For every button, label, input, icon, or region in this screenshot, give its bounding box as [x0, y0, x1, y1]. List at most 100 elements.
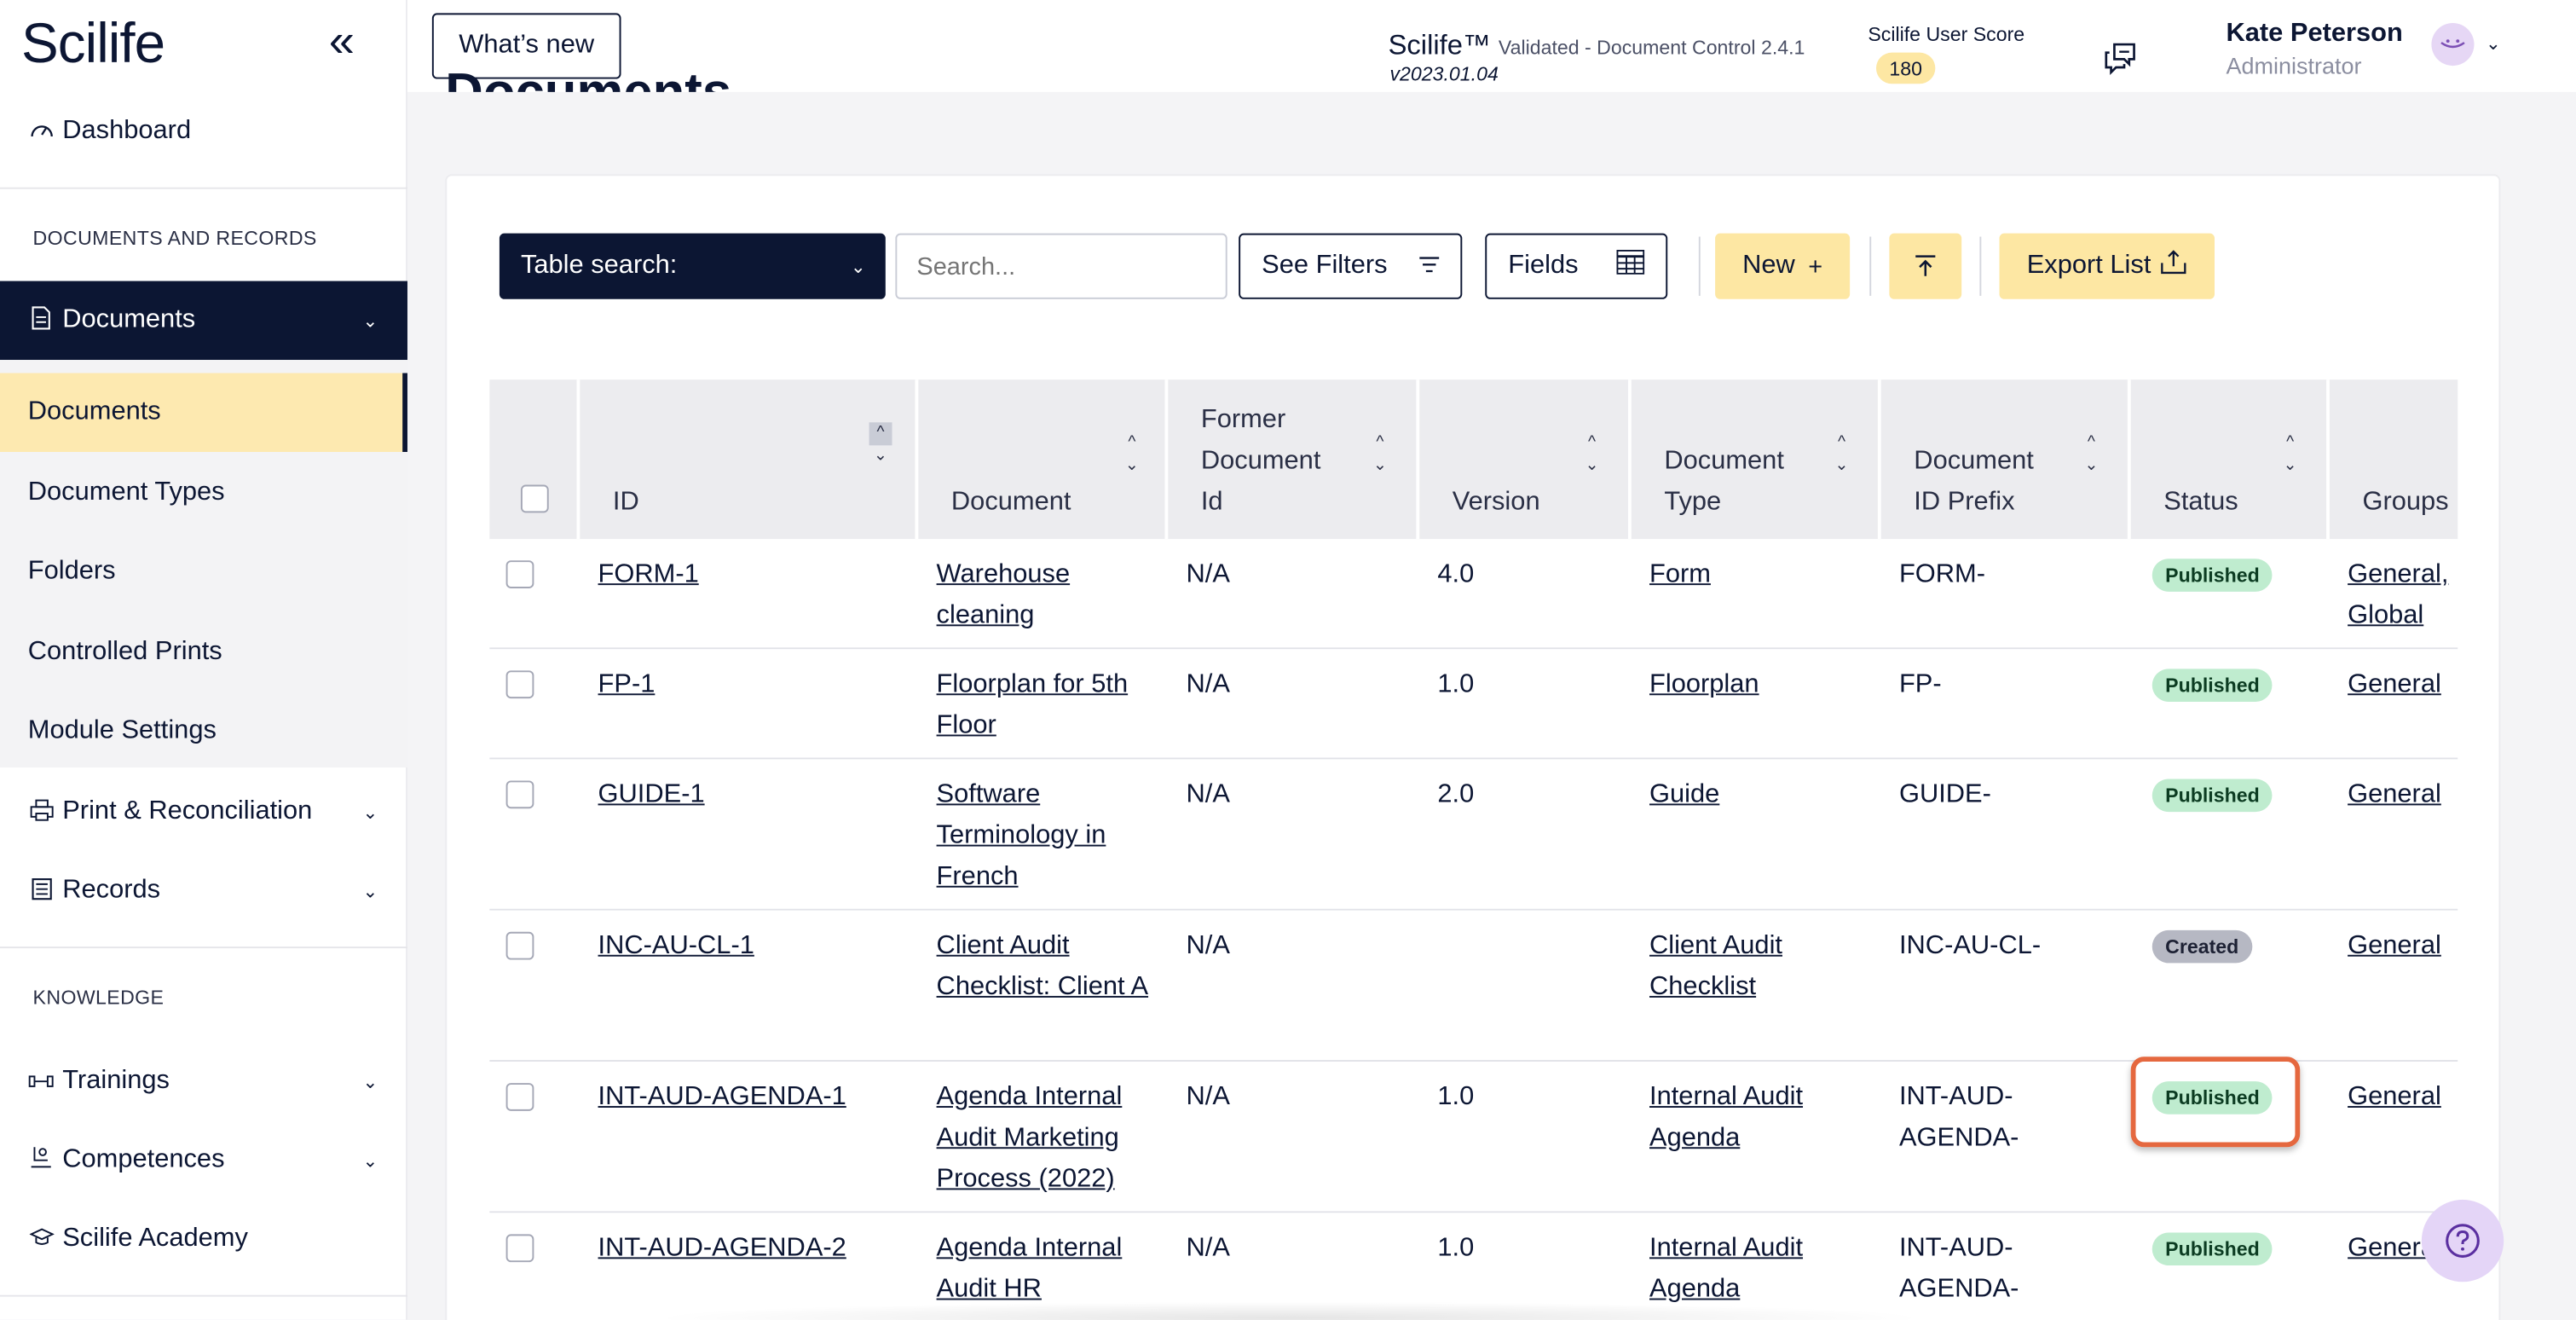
doc-id-link[interactable]: INT-AUD-AGENDA-1	[598, 1083, 846, 1111]
sidebar-item-label: Dashboard	[62, 116, 192, 145]
doc-id-link[interactable]: FP-1	[598, 670, 656, 699]
app-title: Scilife™ Validated - Document Control 2.…	[1389, 30, 1805, 63]
doc-id-link[interactable]: INC-AU-CL-1	[598, 931, 754, 960]
double-chevron-left-icon[interactable]: «	[328, 14, 355, 67]
table-grid-icon	[1616, 249, 1645, 283]
sort-icon[interactable]: ^ ⌄	[2084, 433, 2099, 475]
header-id[interactable]: ID ^ ⌄	[580, 379, 919, 540]
search-input[interactable]	[895, 233, 1227, 299]
header-document-type[interactable]: Document Type ^ ⌄	[1632, 379, 1881, 540]
groups-link[interactable]: General	[2348, 1083, 2441, 1111]
document-link[interactable]: Floorplan for 5th Floor	[936, 670, 1129, 740]
sort-icon[interactable]: ^ ⌄	[2283, 433, 2297, 475]
status-badge: Published	[2151, 1232, 2273, 1266]
sidebar-item-label: Competences	[62, 1145, 225, 1174]
sidebar-divider	[0, 187, 407, 189]
bottom-shadow	[649, 1301, 1931, 1320]
version: 4.0	[1437, 560, 1475, 588]
user-role: Administrator	[2226, 52, 2362, 79]
user-name[interactable]: Kate Peterson	[2226, 20, 2403, 48]
status-badge: Published	[2151, 669, 2273, 702]
groups-link[interactable]: General	[2348, 780, 2441, 809]
sort-icon[interactable]: ^ ⌄	[1834, 433, 1849, 475]
avatar[interactable]	[2431, 22, 2475, 67]
document-type-link[interactable]: Client Audit Checklist	[1649, 931, 1782, 1001]
document-link[interactable]: Software Terminology in French	[936, 780, 1106, 891]
sidebar-item-records[interactable]: Records ⌄	[0, 851, 407, 930]
submenu-item-controlled-prints[interactable]: Controlled Prints	[27, 637, 222, 666]
document-type-link[interactable]: Form	[1649, 560, 1711, 588]
export-list-label: Export List	[2026, 251, 2151, 280]
submenu-item-folders[interactable]: Folders	[27, 557, 116, 586]
doc-id-link[interactable]: FORM-1	[598, 560, 699, 588]
status-badge: Published	[2151, 1081, 2273, 1114]
row-checkbox[interactable]	[505, 560, 534, 588]
table-search-select[interactable]: Table search: ⌄	[499, 233, 886, 299]
submenu-item-module-settings[interactable]: Module Settings	[27, 716, 217, 745]
sidebar-item-scilife-academy[interactable]: Scilife Academy	[0, 1200, 407, 1279]
see-filters-button[interactable]: See Filters	[1239, 233, 1463, 299]
sidebar-item-label: Records	[62, 876, 161, 905]
sort-icon[interactable]: ^ ⌄	[869, 422, 892, 468]
fields-button[interactable]: Fields	[1485, 233, 1668, 299]
sidebar-item-print-reconciliation[interactable]: Print & Reconciliation ⌄	[0, 773, 407, 852]
submenu-item-documents[interactable]: Documents	[0, 373, 407, 453]
submenu-item-document-types[interactable]: Document Types	[27, 478, 225, 507]
document-type-link[interactable]: Floorplan	[1649, 670, 1759, 699]
select-all-checkbox[interactable]	[520, 484, 549, 513]
sort-icon[interactable]: ^ ⌄	[1372, 433, 1388, 475]
header-former-document-id[interactable]: Former Document Id ^ ⌄	[1168, 379, 1420, 540]
document-link[interactable]: Agenda Internal Audit Marketing Process …	[936, 1083, 1123, 1194]
groups-link[interactable]: General, Global	[2348, 560, 2449, 630]
sidebar-item-dashboard[interactable]: Dashboard	[0, 92, 407, 171]
doc-id-link[interactable]: GUIDE-1	[598, 780, 705, 809]
row-checkbox[interactable]	[505, 670, 534, 699]
header-document-id-prefix[interactable]: Document ID Prefix ^ ⌄	[1881, 379, 2131, 540]
whats-new-button[interactable]: What’s new	[431, 13, 621, 79]
document-icon	[28, 305, 55, 335]
dumbbell-icon	[28, 1068, 55, 1095]
chevron-down-icon[interactable]: ⌄	[2486, 34, 2501, 55]
row-checkbox[interactable]	[505, 931, 534, 960]
document-link[interactable]: Client Audit Checklist: Client A	[936, 931, 1149, 1001]
header-groups[interactable]: Groups	[2362, 488, 2449, 517]
document-type-link[interactable]: Internal Audit Agenda	[1649, 1083, 1804, 1153]
scilife-logo: Scilife	[21, 13, 165, 76]
section-label-knowledge: KNOWLEDGE	[32, 986, 165, 1010]
sidebar-item-trainings[interactable]: Trainings ⌄	[0, 1042, 407, 1121]
plus-icon: +	[1808, 252, 1823, 281]
help-icon[interactable]	[2421, 1199, 2504, 1282]
header-document[interactable]: Document ^ ⌄	[918, 379, 1169, 540]
fields-label: Fields	[1508, 251, 1579, 280]
document-type-link[interactable]: Guide	[1649, 780, 1720, 809]
export-list-button[interactable]: Export List	[1999, 233, 2215, 299]
row-checkbox[interactable]	[505, 1083, 534, 1111]
toolbar-divider	[1869, 236, 1872, 296]
sidebar: Scilife « Dashboard DOCUMENTS AND RECORD…	[0, 0, 407, 1320]
groups-link[interactable]: General	[2348, 931, 2441, 960]
former-id: N/A	[1186, 931, 1230, 960]
id-prefix: INT-AUD-AGENDA-	[1898, 1083, 2019, 1153]
row-checkbox[interactable]	[505, 780, 534, 809]
document-link[interactable]: Agenda Internal Audit HR	[936, 1234, 1123, 1304]
chat-bubbles-icon[interactable]	[2101, 39, 2140, 78]
app-name: Scilife™	[1388, 29, 1491, 61]
sort-icon[interactable]: ^ ⌄	[1585, 433, 1599, 475]
doc-id-link[interactable]: INT-AUD-AGENDA-2	[598, 1234, 846, 1263]
row-checkbox[interactable]	[505, 1234, 534, 1263]
sort-icon[interactable]: ^ ⌄	[1124, 433, 1139, 475]
user-score-badge[interactable]: 180	[1875, 52, 1936, 84]
table-row: INT-AUD-AGENDA-1 Agenda Internal Audit M…	[489, 1062, 2458, 1213]
new-button[interactable]: New +	[1715, 233, 1851, 299]
header-version[interactable]: Version ^ ⌄	[1419, 379, 1632, 540]
groups-link[interactable]: General	[2348, 670, 2441, 699]
header-status[interactable]: Status ^ ⌄	[2131, 379, 2330, 540]
sidebar-item-competences[interactable]: Competences ⌄	[0, 1120, 407, 1200]
document-link[interactable]: Warehouse cleaning	[936, 560, 1071, 630]
table-row: INT-AUD-AGENDA-2 Agenda Internal Audit H…	[489, 1213, 2458, 1320]
former-id: N/A	[1186, 670, 1230, 699]
sidebar-item-documents[interactable]: Documents ⌄	[0, 281, 407, 361]
sidebar-item-label: Print & Reconciliation	[62, 796, 313, 825]
document-type-link[interactable]: Internal Audit Agenda	[1649, 1234, 1804, 1304]
upload-icon[interactable]	[1889, 233, 1962, 299]
